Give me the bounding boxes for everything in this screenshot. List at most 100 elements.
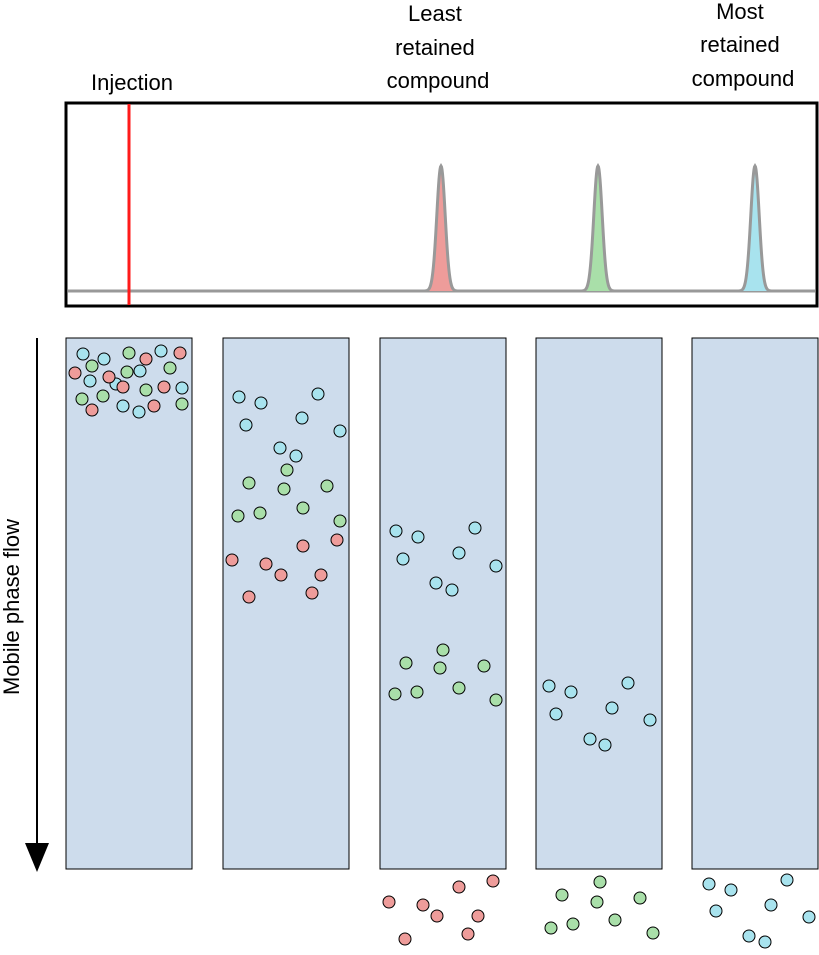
green-compound-molecule: [231, 509, 245, 523]
red-compound-molecule: [85, 403, 99, 417]
cyan-compound-molecule: [445, 583, 459, 597]
most-retained-label: Most retained compound: [692, 0, 795, 91]
column-injection: [65, 337, 193, 870]
cyan-compound-molecule: [76, 347, 90, 361]
green-compound-molecule: [139, 383, 153, 397]
red-compound-molecule: [461, 927, 475, 941]
red-compound-molecule: [382, 895, 396, 909]
red-compound-molecule: [102, 370, 116, 384]
red-compound-molecule: [296, 539, 310, 553]
green-compound-molecule: [96, 389, 110, 403]
flow-arrow: [25, 338, 49, 872]
green-compound-molecule: [452, 681, 466, 695]
cyan-compound-molecule: [764, 898, 778, 912]
red-compound-molecule: [471, 909, 485, 923]
red-compound-molecule: [139, 352, 153, 366]
cyan-compound-molecule: [758, 935, 772, 949]
green-compound-molecule: [333, 514, 347, 528]
red-compound-molecule: [314, 568, 328, 582]
cyan-compound-molecule: [643, 713, 657, 727]
cyan-compound-molecule: [273, 441, 287, 455]
cyan-compound-molecule: [254, 396, 268, 410]
cyan-compound-molecule: [724, 883, 738, 897]
column-separating: [222, 337, 350, 870]
column-green-eluted: [535, 337, 663, 870]
red-compound-molecule: [259, 557, 273, 571]
cyan-compound-molecule: [452, 546, 466, 560]
green-compound-molecule: [163, 361, 177, 375]
cyan-compound-molecule: [542, 679, 556, 693]
red-compound-molecule: [305, 586, 319, 600]
peak-cyan-fill: [735, 166, 775, 291]
cyan-compound-molecule: [132, 405, 146, 419]
red-compound-molecule: [274, 568, 288, 582]
cyan-compound-molecule: [289, 449, 303, 463]
cyan-compound-molecule: [621, 676, 635, 690]
red-compound-molecule: [242, 590, 256, 604]
green-compound-molecule: [242, 476, 256, 490]
red-compound-molecule: [147, 399, 161, 413]
green-compound-molecule: [590, 895, 604, 909]
peak-green-fill: [578, 166, 618, 291]
green-compound-molecule: [253, 506, 267, 520]
red-compound-molecule: [452, 880, 466, 894]
green-compound-molecule: [296, 501, 310, 515]
green-compound-molecule: [646, 926, 660, 940]
least-retained-label: Least retained compound: [387, 1, 490, 93]
red-compound-molecule: [68, 366, 82, 380]
cyan-compound-molecule: [333, 424, 347, 438]
cyan-compound-molecule: [583, 732, 597, 746]
green-compound-molecule: [477, 659, 491, 673]
red-compound-molecule: [486, 874, 500, 888]
cyan-compound-molecule: [598, 738, 612, 752]
green-compound-molecule: [120, 365, 134, 379]
cyan-compound-molecule: [468, 521, 482, 535]
cyan-compound-molecule: [411, 530, 425, 544]
cyan-compound-molecule: [175, 381, 189, 395]
red-compound-molecule: [157, 380, 171, 394]
cyan-compound-molecule: [709, 904, 723, 918]
red-compound-molecule: [116, 380, 130, 394]
cyan-compound-molecule: [742, 929, 756, 943]
green-compound-molecule: [566, 917, 580, 931]
cyan-compound-molecule: [564, 685, 578, 699]
cyan-compound-molecule: [83, 374, 97, 388]
cyan-compound-molecule: [239, 418, 253, 432]
cyan-compound-molecule: [429, 576, 443, 590]
cyan-compound-molecule: [116, 399, 130, 413]
green-compound-molecule: [436, 643, 450, 657]
green-compound-molecule: [388, 687, 402, 701]
column-all-eluted: [691, 337, 819, 870]
cyan-compound-molecule: [232, 390, 246, 404]
green-compound-molecule: [175, 397, 189, 411]
green-compound-molecule: [277, 482, 291, 496]
peak-red: [421, 162, 461, 293]
cyan-compound-molecule: [702, 877, 716, 891]
red-compound-molecule: [330, 533, 344, 547]
columns-group: [65, 337, 819, 870]
red-compound-molecule: [398, 932, 412, 946]
green-compound-molecule: [555, 888, 569, 902]
cyan-compound-molecule: [389, 524, 403, 538]
cyan-compound-molecule: [802, 910, 816, 924]
green-compound-molecule: [85, 359, 99, 373]
chromatogram: [64, 101, 819, 308]
green-compound-molecule: [433, 661, 447, 675]
cyan-compound-molecule: [396, 552, 410, 566]
cyan-compound-molecule: [97, 352, 111, 366]
peak-cyan: [735, 162, 775, 293]
particles-group: [68, 344, 816, 949]
injection-label: Injection: [91, 70, 173, 95]
cyan-compound-molecule: [549, 707, 563, 721]
cyan-compound-molecule: [154, 344, 168, 358]
green-compound-molecule: [544, 921, 558, 935]
green-compound-molecule: [633, 891, 647, 905]
green-compound-molecule: [410, 685, 424, 699]
peaks-group: [421, 162, 775, 293]
cyan-compound-molecule: [489, 559, 503, 573]
peak-red-fill: [421, 166, 461, 291]
green-compound-molecule: [593, 875, 607, 889]
cyan-compound-molecule: [311, 387, 325, 401]
red-compound-molecule: [430, 909, 444, 923]
